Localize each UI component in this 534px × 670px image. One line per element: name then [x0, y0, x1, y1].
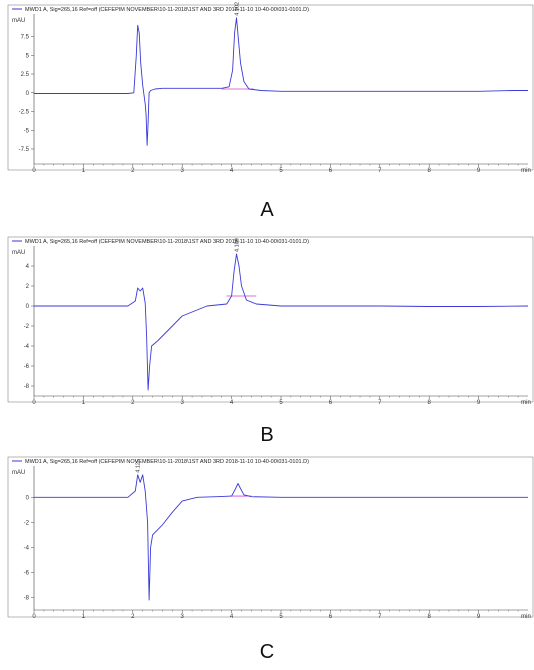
y-tick-label: -4 — [24, 344, 30, 350]
x-axis-label: min — [521, 168, 531, 174]
x-tick-label: 3 — [181, 168, 185, 174]
y-tick-label: -8 — [24, 384, 30, 390]
legend-text: MWD1 A, Sig=265,16 Ref=off (CEFEPIM NOVE… — [25, 459, 309, 465]
chart-panel-c: MWD1 A, Sig=265,16 Ref=off (CEFEPIM NOVE… — [0, 452, 534, 632]
x-tick-label: 0 — [32, 400, 36, 406]
chromatogram-a: MWD1 A, Sig=265,16 Ref=off (CEFEPIM NOVE… — [7, 2, 534, 174]
x-tick-label: 8 — [428, 168, 432, 174]
y-tick-label: 7.5 — [21, 35, 30, 41]
y-axis-label: mAU — [12, 18, 25, 24]
panel-label-c: C — [259, 641, 275, 663]
y-tick-label: 2.5 — [21, 72, 30, 78]
x-tick-label: 4 — [230, 400, 234, 406]
x-tick-label: 2 — [131, 400, 135, 406]
chart-panel-a: MWD1 A, Sig=265,16 Ref=off (CEFEPIM NOVE… — [0, 0, 534, 200]
x-tick-label: 7 — [378, 168, 382, 174]
y-tick-label: -4 — [24, 545, 30, 551]
y-tick-label: 2 — [26, 284, 30, 290]
x-tick-label: 2 — [131, 168, 135, 174]
x-tick-label: 4 — [230, 168, 234, 174]
legend-text: MWD1 A, Sig=265,16 Ref=off (CEFEPIM NOVE… — [25, 239, 309, 245]
y-tick-label: -2 — [24, 520, 30, 526]
x-tick-label: 5 — [279, 168, 283, 174]
y-tick-label: 4 — [26, 264, 30, 270]
x-tick-label: 6 — [329, 400, 333, 406]
x-tick-label: 4 — [230, 614, 234, 620]
y-tick-label: -5 — [24, 128, 30, 134]
y-tick-label: -7.5 — [19, 147, 30, 153]
x-tick-label: 6 — [329, 614, 333, 620]
x-tick-label: 3 — [181, 614, 185, 620]
x-tick-label: 2 — [131, 614, 135, 620]
y-tick-label: -6 — [24, 570, 30, 576]
y-tick-label: 0 — [26, 91, 30, 97]
peak-retention-label: 4.109 — [235, 238, 241, 252]
x-tick-label: 9 — [477, 168, 481, 174]
x-tick-label: 5 — [279, 400, 283, 406]
y-axis-label: mAU — [12, 470, 25, 476]
y-tick-label: -6 — [24, 364, 30, 370]
panel-label-a: A — [260, 199, 274, 221]
y-tick-label: -2 — [24, 324, 30, 330]
x-axis-label: min — [521, 400, 531, 406]
legend-text: MWD1 A, Sig=265,16 Ref=off (CEFEPIM NOVE… — [25, 7, 309, 13]
peak-retention-label: 4.125 — [136, 459, 142, 473]
plot-frame — [7, 4, 534, 171]
x-tick-label: 8 — [428, 614, 432, 620]
y-tick-label: 0 — [26, 495, 30, 501]
x-tick-label: 7 — [378, 614, 382, 620]
x-tick-label: 3 — [181, 400, 185, 406]
x-tick-label: 1 — [82, 168, 86, 174]
signal-trace — [34, 253, 529, 391]
x-tick-label: 5 — [279, 614, 283, 620]
y-tick-label: 0 — [26, 304, 30, 310]
plot-frame — [7, 456, 534, 618]
peak-retention-label: 4.102 — [235, 2, 241, 16]
chromatogram-b: MWD1 A, Sig=265,16 Ref=off (CEFEPIM NOVE… — [7, 236, 534, 406]
x-tick-label: 0 — [32, 168, 36, 174]
x-tick-label: 9 — [477, 400, 481, 406]
y-tick-label: -2.5 — [19, 110, 30, 116]
y-axis-label: mAU — [12, 250, 25, 256]
x-tick-label: 8 — [428, 400, 432, 406]
panel-label-b: B — [260, 424, 274, 446]
x-tick-label: 9 — [477, 614, 481, 620]
plot-frame — [7, 236, 534, 403]
x-tick-label: 7 — [378, 400, 382, 406]
x-tick-label: 1 — [82, 400, 86, 406]
x-tick-label: 1 — [82, 614, 86, 620]
chart-panel-b: MWD1 A, Sig=265,16 Ref=off (CEFEPIM NOVE… — [0, 232, 534, 432]
x-axis-label: min — [521, 614, 531, 620]
chromatogram-c: MWD1 A, Sig=265,16 Ref=off (CEFEPIM NOVE… — [7, 456, 534, 620]
x-tick-label: 6 — [329, 168, 333, 174]
x-tick-label: 0 — [32, 614, 36, 620]
signal-trace — [34, 17, 528, 146]
signal-trace — [34, 474, 528, 601]
y-tick-label: 5 — [26, 53, 30, 59]
y-tick-label: -8 — [24, 595, 30, 601]
